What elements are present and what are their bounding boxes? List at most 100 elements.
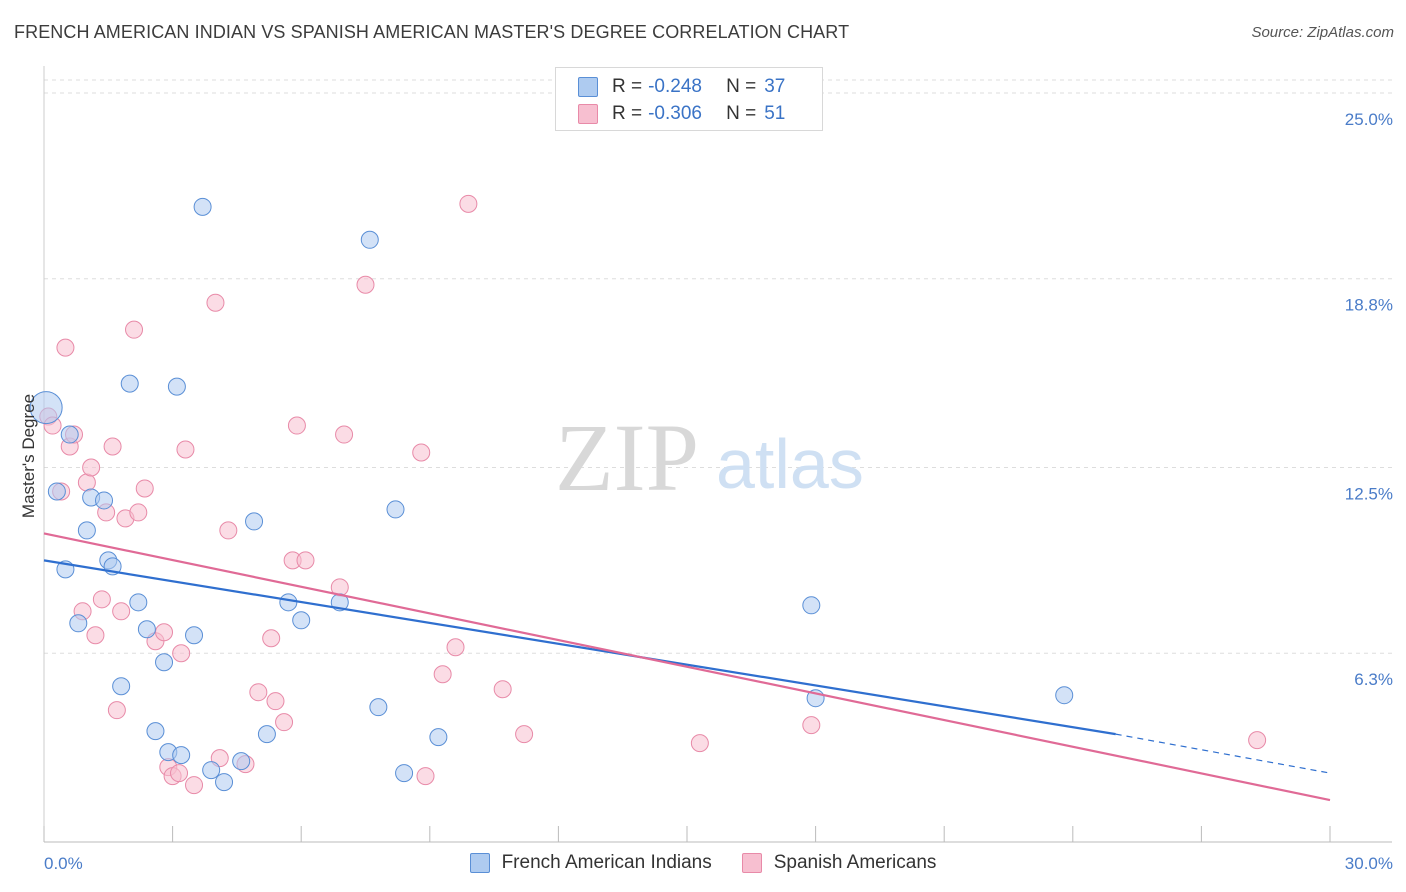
point-spanish-americans — [103, 437, 122, 456]
y-tick-label: 18.8% — [1345, 296, 1393, 315]
point-spanish-americans — [176, 440, 195, 459]
point-spanish-americans — [416, 767, 435, 786]
point-spanish-americans — [135, 479, 154, 498]
point-french-american-indians — [429, 728, 448, 747]
watermark-atlas: atlas — [716, 425, 864, 503]
point-french-american-indians — [29, 391, 63, 425]
point-french-american-indians — [386, 500, 405, 519]
point-spanish-americans — [493, 680, 512, 699]
watermark-zip: ZIP — [555, 404, 699, 511]
point-french-american-indians — [155, 653, 174, 672]
point-french-american-indians — [360, 230, 379, 249]
point-spanish-americans — [262, 629, 281, 648]
y-axis-title: Master's Degree — [19, 394, 38, 518]
point-french-american-indians — [245, 512, 264, 531]
point-french-american-indians — [167, 377, 186, 396]
point-french-american-indians — [77, 521, 96, 540]
point-french-american-indians — [137, 620, 156, 639]
point-french-american-indians — [232, 752, 251, 771]
legend-r-label: R = — [612, 103, 643, 124]
point-spanish-americans — [129, 503, 148, 522]
axes — [43, 66, 1392, 843]
point-spanish-americans — [335, 425, 354, 444]
point-french-american-indians — [1055, 686, 1074, 705]
point-spanish-americans — [56, 338, 75, 357]
point-french-american-indians — [60, 425, 79, 444]
point-french-american-indians — [292, 611, 311, 630]
trend-lines — [43, 532, 1331, 802]
point-spanish-americans — [86, 626, 105, 645]
point-spanish-americans — [77, 473, 96, 492]
point-french-american-indians — [69, 614, 88, 633]
legend-row-blue: R = -0.248 N = 37 — [578, 74, 785, 100]
chart-title: FRENCH AMERICAN INDIAN VS SPANISH AMERIC… — [14, 22, 850, 42]
point-french-american-indians — [185, 626, 204, 645]
point-spanish-americans — [170, 764, 189, 783]
point-spanish-americans — [690, 734, 709, 753]
point-french-american-indians — [369, 698, 388, 717]
point-french-american-indians — [215, 773, 234, 792]
point-french-american-indians — [112, 677, 131, 696]
point-spanish-americans — [206, 293, 225, 312]
point-spanish-americans — [802, 716, 821, 735]
point-french-american-indians — [95, 491, 114, 510]
point-spanish-americans — [1248, 731, 1267, 750]
point-french-american-indians — [279, 593, 298, 612]
legend-n-value: 37 — [764, 76, 786, 97]
legend-r-value: -0.306 — [648, 103, 702, 124]
y-tick-label: 12.5% — [1345, 484, 1393, 503]
legend-swatch-blue — [469, 853, 490, 873]
legend-swatch-pink — [741, 853, 762, 873]
point-spanish-americans — [82, 458, 101, 477]
watermark: ZIP atlas — [555, 404, 864, 511]
point-french-american-indians — [146, 722, 165, 741]
legend-swatch-pink — [578, 104, 598, 124]
point-french-american-indians — [129, 593, 148, 612]
point-spanish-americans — [172, 644, 191, 663]
series-legend: French American Indians Spanish American… — [0, 852, 1406, 874]
legend-row-pink: R = -0.306 N = 51 — [578, 101, 785, 127]
series-french-american-indians — [29, 197, 1074, 792]
point-french-american-indians — [193, 197, 212, 216]
point-spanish-americans — [275, 713, 294, 732]
x-tick-label: 0.0% — [44, 854, 83, 873]
trend-line-pink — [43, 532, 1331, 802]
legend-item-spanish-americans: Spanish Americans — [741, 852, 936, 874]
point-spanish-americans — [287, 416, 306, 435]
legend-n-value: 51 — [764, 103, 786, 124]
point-spanish-americans — [296, 551, 315, 570]
trend-line-blue — [43, 559, 1116, 736]
point-spanish-americans — [356, 275, 375, 294]
point-spanish-americans — [92, 590, 111, 609]
x-tick-label: 30.0% — [1345, 854, 1393, 873]
source-label: Source: ZipAtlas.com — [1251, 24, 1394, 41]
grid-lines — [44, 79, 1392, 654]
legend-label-blue: French American Indians — [501, 852, 712, 873]
point-french-american-indians — [172, 746, 191, 765]
point-spanish-americans — [433, 665, 452, 684]
point-spanish-americans — [219, 521, 238, 540]
legend-swatch-blue — [578, 77, 598, 97]
legend-r-label: R = — [612, 76, 643, 97]
legend-n-label: N = — [726, 103, 757, 124]
point-spanish-americans — [155, 623, 174, 642]
legend-r-value: -0.248 — [648, 76, 702, 97]
point-spanish-americans — [515, 725, 534, 744]
point-french-american-indians — [47, 482, 66, 501]
point-spanish-americans — [459, 194, 478, 213]
point-spanish-americans — [446, 638, 465, 657]
point-french-american-indians — [257, 725, 276, 744]
y-tick-label: 25.0% — [1345, 110, 1393, 129]
trend-line-extension-blue — [1115, 733, 1331, 774]
point-spanish-americans — [107, 701, 126, 720]
correlation-legend: R = -0.248 N = 37 R = -0.306 N = 51 — [555, 67, 823, 131]
legend-n-label: N = — [726, 76, 757, 97]
legend-item-french-american-indians: French American Indians — [469, 852, 712, 874]
point-french-american-indians — [395, 764, 414, 783]
point-french-american-indians — [802, 596, 821, 615]
point-spanish-americans — [266, 692, 285, 711]
y-tick-label: 6.3% — [1354, 670, 1393, 689]
point-french-american-indians — [120, 374, 139, 393]
point-spanish-americans — [412, 443, 431, 462]
